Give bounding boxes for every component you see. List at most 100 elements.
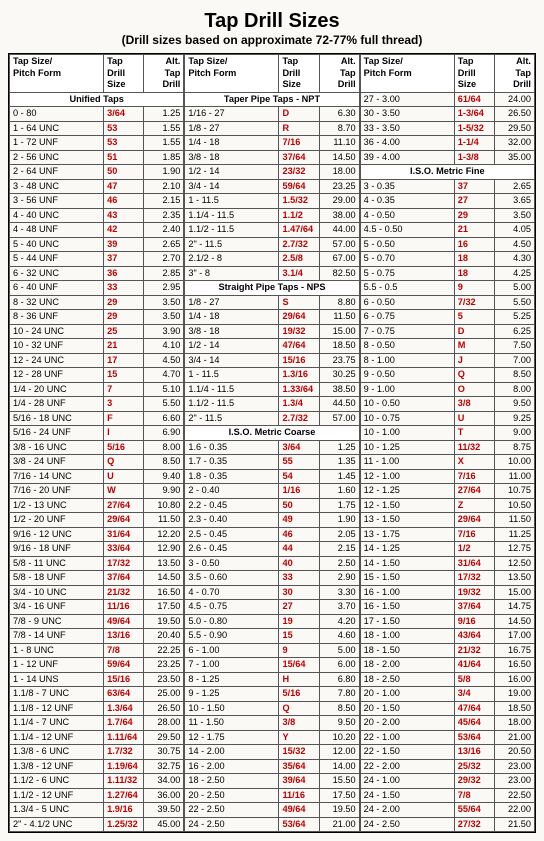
table-row: 15 - 1.5017/3213.50: [360, 571, 534, 586]
drill-cell: Q: [104, 455, 144, 470]
alt-cell: 22.50: [494, 788, 534, 803]
alt-cell: 6.00: [319, 658, 359, 673]
table-row: 1/4 - 1829/6411.50: [185, 310, 359, 325]
alt-cell: 23.25: [144, 658, 184, 673]
table-row: 39 - 4.001-3/835.00: [360, 150, 534, 165]
table-row: 8 - 1.25H6.80: [185, 672, 359, 687]
alt-cell: 16.50: [144, 585, 184, 600]
drill-cell: 15/64: [279, 658, 319, 673]
pitch-cell: 2.6 - 0.45: [185, 542, 279, 557]
pitch-cell: 3/8 - 18: [185, 150, 279, 165]
table-row: 18 - 2.5039/6415.50: [185, 774, 359, 789]
drill-cell: 54: [279, 469, 319, 484]
alt-cell: 30.25: [319, 368, 359, 383]
alt-cell: 4.10: [144, 339, 184, 354]
alt-cell: 26.50: [144, 701, 184, 716]
pitch-cell: 1.1/2 - 6 UNC: [10, 774, 104, 789]
table-row: 1.1/2 - 11.51.47/6444.00: [185, 223, 359, 238]
alt-cell: 18.00: [319, 165, 359, 180]
drill-cell: Z: [454, 498, 494, 513]
alt-cell: 67.00: [319, 252, 359, 267]
pitch-cell: 3 - 56 UNF: [10, 194, 104, 209]
alt-cell: 28.00: [144, 716, 184, 731]
alt-cell: 19.00: [494, 687, 534, 702]
table-row: 1/16 - 27D6.30: [185, 107, 359, 122]
table-row: 3.5 - 0.60332.90: [185, 571, 359, 586]
pitch-cell: 9 - 1.25: [185, 687, 279, 702]
table-row: 2.2 - 0.45501.75: [185, 498, 359, 513]
table-row: 1.3/4 - 5 UNC1.9/1639.50: [10, 803, 184, 818]
pitch-cell: 1.1/4 - 11.5: [185, 208, 279, 223]
drill-cell: 3/8: [454, 397, 494, 412]
table-row: 6 - 0.507/325.50: [360, 295, 534, 310]
pitch-cell: 5 - 40 UNC: [10, 237, 104, 252]
pitch-cell: 1 - 64 UNC: [10, 121, 104, 136]
drill-cell: 2.5/8: [279, 252, 319, 267]
alt-cell: 22.00: [494, 803, 534, 818]
pitch-cell: 1.8 - 0.35: [185, 469, 279, 484]
alt-cell: 21.50: [494, 817, 534, 832]
table-row: 5.5 - 0.90154.60: [185, 629, 359, 644]
pitch-cell: 3/4 - 14: [185, 179, 279, 194]
table-row: 5 - 40 UNC392.65: [10, 237, 184, 252]
drill-cell: 45/64: [454, 716, 494, 731]
table-row: 4 - 40 UNC432.35: [10, 208, 184, 223]
drill-cell: 29/64: [279, 310, 319, 325]
table-row: 2" - 11.52.7/3257.00: [185, 411, 359, 426]
table-row: 10 - 1.00T9.00: [360, 426, 534, 441]
drill-cell: 1.11/64: [104, 730, 144, 745]
drill-cell: 30: [279, 585, 319, 600]
table-row: 1/4 - 28 UNF35.50: [10, 397, 184, 412]
col-header-pitch: Tap Size/Pitch Form: [185, 55, 279, 93]
drill-cell: 1.11/32: [104, 774, 144, 789]
alt-cell: 8.00: [494, 382, 534, 397]
pitch-cell: 1/2 - 14: [185, 165, 279, 180]
table-row: 1.3/8 - 6 UNC1.7/3230.75: [10, 745, 184, 760]
pitch-cell: 5/8 - 11 UNC: [10, 556, 104, 571]
table-row: 10 - 0.503/89.50: [360, 397, 534, 412]
drill-cell: 19/32: [279, 324, 319, 339]
table-row: 5/16 - 18 UNCF6.60: [10, 411, 184, 426]
table-row: 14 - 1.5031/6412.50: [360, 556, 534, 571]
table-row: 7/8 - 9 UNC49/6419.50: [10, 614, 184, 629]
drill-cell: 27: [279, 600, 319, 615]
table-row: 36 - 4.001-1/432.00: [360, 136, 534, 151]
table-row: 3" - 83.1/482.50: [185, 266, 359, 281]
drill-cell: 1.9/16: [104, 803, 144, 818]
alt-cell: 20.50: [494, 745, 534, 760]
pitch-cell: 14 - 1.25: [360, 542, 454, 557]
pitch-cell: 24 - 2.50: [360, 817, 454, 832]
table-row: 5 - 44 UNF372.70: [10, 252, 184, 267]
table-row: 18 - 1.0043/6417.00: [360, 629, 534, 644]
pitch-cell: 1 - 11.5: [185, 368, 279, 383]
table-row: 30 - 3.501-3/6426.50: [360, 107, 534, 122]
drill-cell: 19: [279, 614, 319, 629]
alt-cell: 29.50: [494, 121, 534, 136]
alt-cell: 11.50: [144, 513, 184, 528]
alt-cell: 1.55: [144, 136, 184, 151]
drill-cell: 11/16: [279, 788, 319, 803]
pitch-cell: 36 - 4.00: [360, 136, 454, 151]
drill-cell: 15/16: [104, 672, 144, 687]
alt-cell: 2.50: [319, 556, 359, 571]
drill-cell: 9: [454, 281, 494, 296]
drill-cell: 31/64: [454, 556, 494, 571]
alt-cell: 26.50: [494, 107, 534, 122]
column-1: Tap Size/Pitch FormTapDrillSizeAlt.TapDr…: [9, 54, 184, 832]
table-row: 5 - 0.75184.25: [360, 266, 534, 281]
drill-cell: 1.25/32: [104, 817, 144, 832]
table-row: 2 - 0.401/161.60: [185, 484, 359, 499]
alt-cell: 1.55: [144, 121, 184, 136]
table-row: 1.3/8 - 12 UNF1.19/6432.75: [10, 759, 184, 774]
alt-cell: 19.50: [144, 614, 184, 629]
pitch-cell: 3 - 0.35: [360, 179, 454, 194]
drill-cell: 25/32: [454, 759, 494, 774]
alt-cell: 8.80: [319, 295, 359, 310]
table-row: 5/16 - 24 UNFI6.90: [10, 426, 184, 441]
pitch-cell: 4 - 0.35: [360, 194, 454, 209]
table-row: 3 - 48 UNC472.10: [10, 179, 184, 194]
drill-cell: 55: [279, 455, 319, 470]
pitch-cell: 1 - 11.5: [185, 194, 279, 209]
pitch-cell: 4 - 0.70: [185, 585, 279, 600]
table-row: 18 - 1.5021/3216.75: [360, 643, 534, 658]
